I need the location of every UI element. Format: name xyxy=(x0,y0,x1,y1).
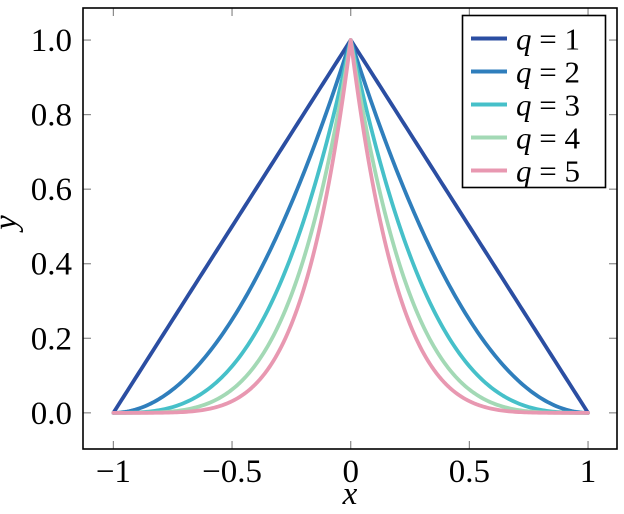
y-tick-label: 0.6 xyxy=(31,172,72,208)
y-tick-label: 0.8 xyxy=(31,98,72,134)
x-tick-label: 1 xyxy=(580,454,597,490)
curve-q-5 xyxy=(111,38,590,415)
legend-label-q-1: q = 1 xyxy=(516,22,580,57)
legend-label-q-5: q = 5 xyxy=(516,154,580,189)
x-tick-label: 0.5 xyxy=(449,454,490,490)
legend-label-q-2: q = 2 xyxy=(516,55,580,90)
y-tick-label: 0.4 xyxy=(31,247,72,283)
x-tick-label: 0 xyxy=(342,454,359,490)
plot-border xyxy=(82,7,618,450)
legend: q = 1q = 2q = 3q = 4q = 5 xyxy=(461,14,607,189)
y-tick-label: 1.0 xyxy=(31,23,72,59)
legend-label-q-3: q = 3 xyxy=(516,88,580,123)
x-tick-label: −1 xyxy=(96,454,131,490)
y-axis-label: y xyxy=(0,215,24,230)
legend-box xyxy=(461,14,607,189)
x-axis-label: x xyxy=(342,476,358,512)
legend-label-q-4: q = 4 xyxy=(516,121,580,156)
y-tick-label: 0.2 xyxy=(31,321,72,357)
y-tick-label: 0.0 xyxy=(31,396,72,432)
x-tick-label: −0.5 xyxy=(202,454,262,490)
